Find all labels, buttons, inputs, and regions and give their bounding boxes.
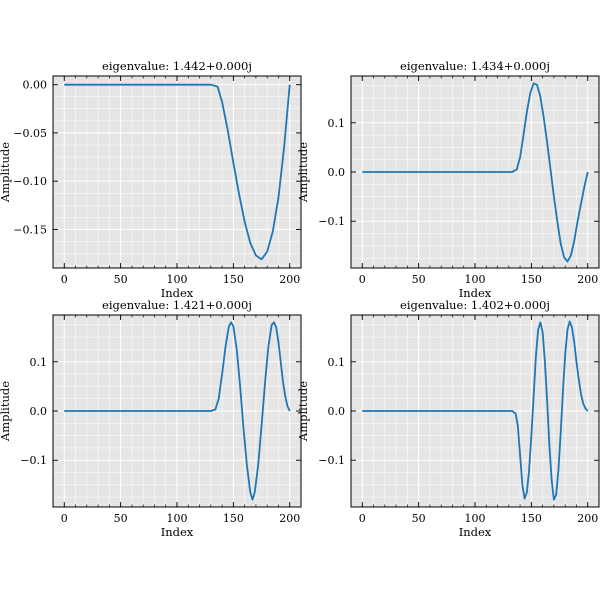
- x-tick-label: 200: [577, 273, 598, 286]
- x-tick-label: 50: [412, 273, 426, 286]
- x-tick-label: 50: [412, 512, 426, 525]
- y-tick-label: 0.0: [328, 405, 346, 418]
- y-tick-label: −0.1: [318, 454, 345, 467]
- x-tick-label: 0: [359, 512, 366, 525]
- y-axis-label: Amplitude: [0, 142, 12, 203]
- y-tick-label: 0.1: [328, 117, 346, 130]
- subplot-3: 0 50 100 150 200 0.1 0.0 −0.1 eigenvalue: 1.421+…: [0, 298, 302, 539]
- y-tick-label: −0.1: [20, 454, 47, 467]
- x-tick-label: 150: [521, 512, 542, 525]
- x-axis-label: Index: [161, 525, 194, 539]
- y-tick-label: 0.1: [328, 356, 346, 369]
- x-tick-label: 0: [359, 273, 366, 286]
- x-tick-label: 150: [223, 512, 244, 525]
- x-tick-label: 100: [465, 273, 486, 286]
- x-tick-label: 100: [167, 273, 188, 286]
- x-tick-label: 50: [114, 273, 128, 286]
- subplot-title: eigenvalue: 1.434+0.000j: [400, 59, 550, 73]
- x-tick-label: 50: [114, 512, 128, 525]
- subplot-title: eigenvalue: 1.442+0.000j: [102, 59, 252, 73]
- y-tick-label: 0.0: [328, 166, 346, 179]
- x-tick-label: 100: [465, 512, 486, 525]
- y-tick-label: −0.05: [13, 127, 47, 140]
- series-line-1: [362, 82, 589, 263]
- y-tick-label: 0.1: [30, 356, 48, 369]
- y-axis-label: Amplitude: [0, 381, 12, 442]
- x-axis-label: Index: [459, 525, 492, 539]
- x-tick-label: 150: [521, 273, 542, 286]
- y-tick-label: −0.1: [318, 215, 345, 228]
- x-tick-label: 150: [223, 273, 244, 286]
- series-line-1: [362, 320, 589, 501]
- series-line-1: [64, 83, 291, 261]
- x-axis-label: Index: [161, 286, 194, 300]
- x-tick-label: 200: [279, 512, 300, 525]
- y-tick-label: −0.10: [13, 175, 47, 188]
- grid: [52, 76, 302, 268]
- y-axis-label: Amplitude: [296, 381, 310, 442]
- y-tick-label: 0.0: [30, 405, 48, 418]
- x-tick-label: 200: [577, 512, 598, 525]
- x-tick-label: 0: [61, 512, 68, 525]
- x-axis-label: Index: [459, 286, 492, 300]
- subplot-4: 0 50 100 150 200 0.1 0.0 −0.1 eigenvalue: 1.402+…: [296, 298, 600, 539]
- subplot-title: eigenvalue: 1.402+0.000j: [400, 298, 550, 312]
- subplot-2: 0 50 100 150 200 0.1 0.0 −0.1 eigenvalue: 1.434+…: [296, 59, 600, 300]
- y-tick-label: −0.15: [13, 223, 47, 236]
- x-tick-label: 200: [279, 273, 300, 286]
- x-tick-label: 0: [61, 273, 68, 286]
- subplot-1: 0 50 100 150 200 0.00 −0.05 −0.10 −0.15 eigenvalu…: [0, 59, 302, 300]
- x-tick-label: 100: [167, 512, 188, 525]
- subplot-title: eigenvalue: 1.421+0.000j: [102, 298, 252, 312]
- y-tick-label: 0.00: [23, 79, 48, 92]
- series-line-1: [64, 321, 291, 501]
- y-axis-label: Amplitude: [296, 142, 310, 203]
